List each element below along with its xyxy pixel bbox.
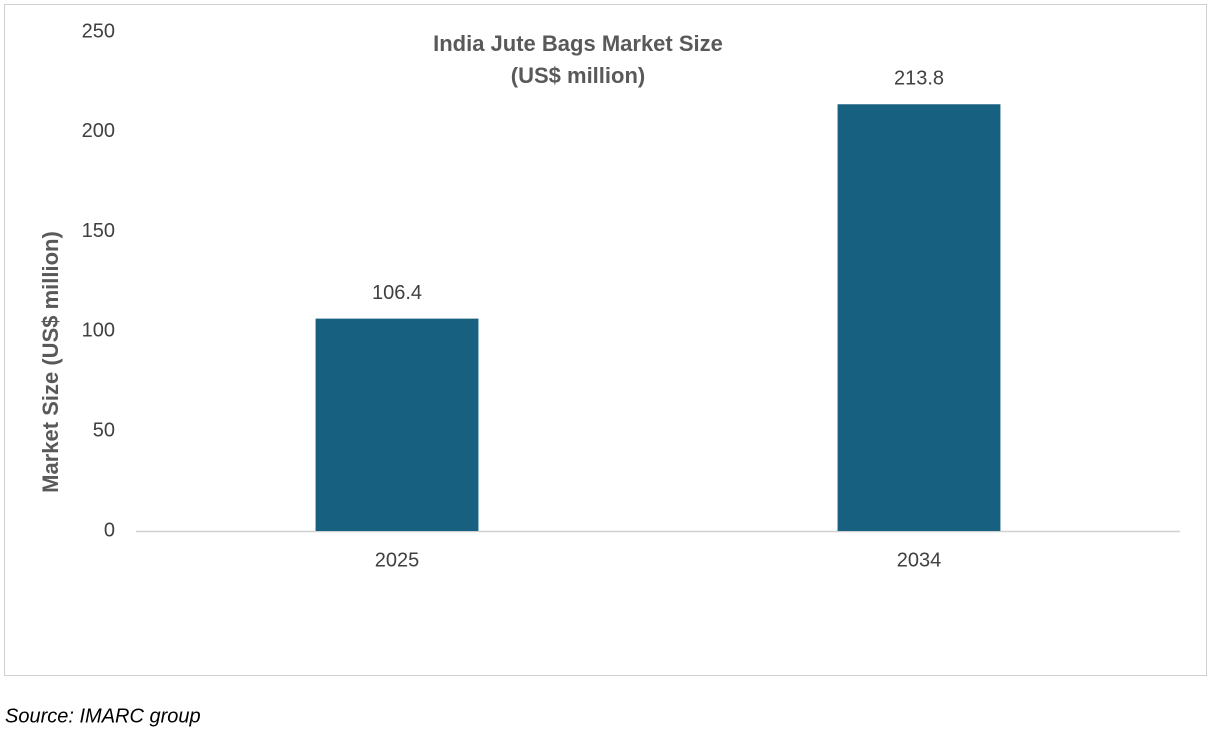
y-axis-label: Market Size (US$ million) [38,231,63,493]
chart-frame [4,4,1207,676]
source-note: Source: IMARC group [5,705,201,727]
chart-title: India Jute Bags Market Size [433,31,723,56]
bar [315,318,479,531]
y-tick-label: 100 [82,320,115,342]
y-tick-label: 50 [93,419,115,441]
x-tick-label: 2034 [897,549,942,571]
y-tick-label: 150 [82,220,115,242]
y-tick-label: 250 [82,20,115,42]
y-tick-label: 0 [104,519,115,541]
y-tick-label: 200 [82,120,115,142]
data-label: 106.4 [372,282,422,304]
chart-subtitle: (US$ million) [511,63,645,88]
x-tick-label: 2025 [375,549,420,571]
bar [837,104,1001,532]
data-label: 213.8 [894,68,944,90]
